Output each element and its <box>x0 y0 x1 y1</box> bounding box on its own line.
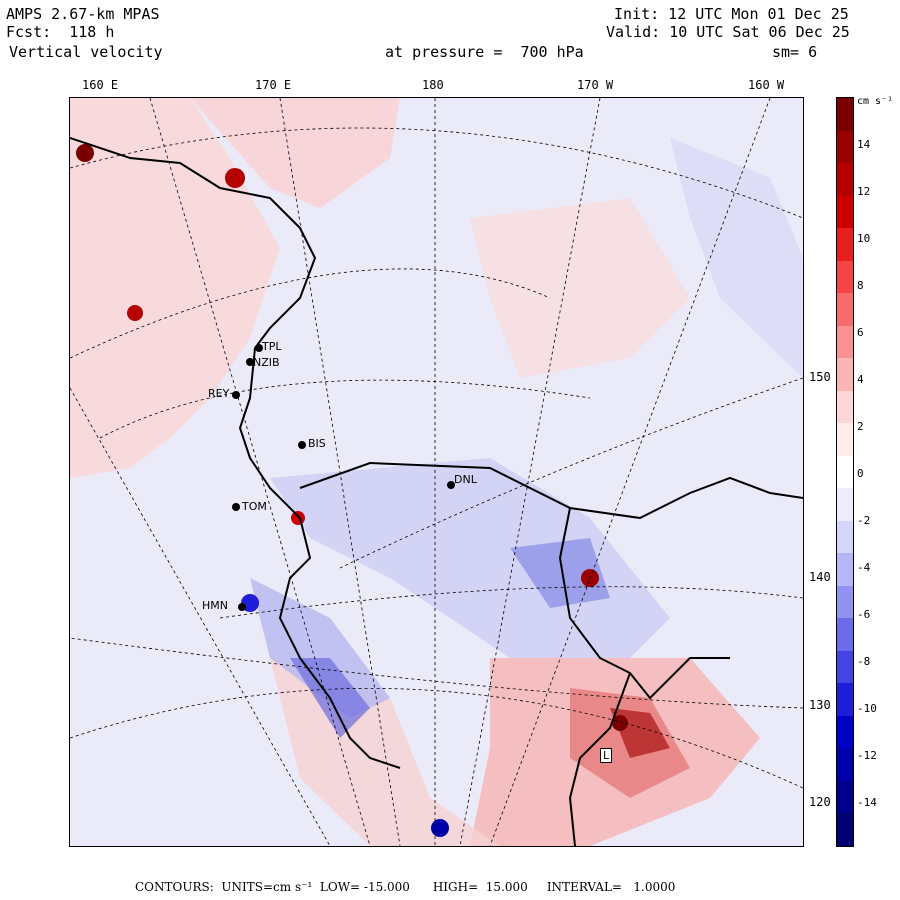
station-marker <box>246 358 254 366</box>
colorbar-band <box>837 650 853 684</box>
colorbar-tick-label: -6 <box>857 608 871 621</box>
colorbar-band <box>837 98 853 132</box>
colorbar-band <box>837 455 853 489</box>
colorbar-band <box>837 488 853 522</box>
colorbar-band <box>837 553 853 587</box>
station-label: HMN <box>202 599 228 612</box>
station-marker <box>232 503 240 511</box>
map-canvas <box>70 98 803 846</box>
station-marker <box>447 481 455 489</box>
colorbar-band <box>837 195 853 229</box>
lat-label: 130 <box>808 698 832 712</box>
station-marker <box>238 603 246 611</box>
colorbar-tick-label: -4 <box>857 561 871 574</box>
colorbar-band <box>837 260 853 294</box>
colorbar-band <box>837 325 853 359</box>
colorbar-tick-label: 0 <box>857 467 864 480</box>
station-marker <box>255 344 263 352</box>
station-label: TOM <box>242 500 267 513</box>
station-label: DNL <box>454 473 477 486</box>
colorbar-tick-label: -10 <box>857 702 877 715</box>
colorbar-tick-label: 12 <box>857 185 871 198</box>
smoothing-value: sm= 6 <box>772 43 818 61</box>
forecast-hour: Fcst: 118 h <box>6 23 115 41</box>
colorbar-band <box>837 520 853 554</box>
valid-time: Valid: 10 UTC Sat 06 Dec 25 <box>606 23 850 41</box>
colorbar-tick-label: -14 <box>857 796 877 809</box>
colorbar-band <box>837 390 853 424</box>
vertical-velocity-map: TPL NZIB REY BIS TOM DNL HMN L <box>69 97 804 847</box>
colorbar-band <box>837 163 853 197</box>
lon-label: 160 W <box>748 78 785 92</box>
station-label: NZIB <box>253 356 280 369</box>
colorbar-tick-label: 8 <box>857 279 864 292</box>
colorbar-band <box>837 748 853 782</box>
colorbar-band <box>837 585 853 619</box>
station-label: TPL <box>262 340 282 353</box>
init-time: Init: 12 UTC Mon 01 Dec 25 <box>614 5 849 23</box>
colorbar-tick-label: -12 <box>857 749 877 762</box>
station-marker <box>232 391 240 399</box>
colorbar-tick-label: 2 <box>857 420 864 433</box>
colorbar-unit: cm s⁻¹ <box>857 96 894 107</box>
colorbar-band <box>837 358 853 392</box>
colorbar-tick-label: 10 <box>857 232 871 245</box>
colorbar-tick-label: 6 <box>857 326 864 339</box>
colorbar-band <box>837 228 853 262</box>
colorbar-tick-label: -2 <box>857 514 871 527</box>
colorbar-band <box>837 293 853 327</box>
lon-label: 160 E <box>82 78 119 92</box>
colorbar <box>836 97 854 847</box>
colorbar-band <box>837 130 853 164</box>
station-marker <box>298 441 306 449</box>
lon-label: 170 E <box>255 78 292 92</box>
colorbar-band <box>837 780 853 814</box>
colorbar-band <box>837 813 853 847</box>
colorbar-band <box>837 715 853 749</box>
lon-label: 170 W <box>577 78 614 92</box>
colorbar-band <box>837 423 853 457</box>
colorbar-tick-label: 4 <box>857 373 864 386</box>
contour-info: CONTOURS: UNITS=cm s⁻¹ LOW= -15.000 HIGH… <box>135 880 676 894</box>
pressure-level: at pressure = 700 hPa <box>385 43 584 61</box>
station-label: REY <box>208 387 230 400</box>
colorbar-tick-label: 14 <box>857 138 871 151</box>
field-name: Vertical velocity <box>9 43 163 61</box>
lon-label: 180 <box>422 78 444 92</box>
model-title: AMPS 2.67-km MPAS <box>6 5 160 23</box>
colorbar-band <box>837 618 853 652</box>
colorbar-band <box>837 683 853 717</box>
station-label: L <box>600 748 613 763</box>
colorbar-tick-label: -8 <box>857 655 871 668</box>
station-label: BIS <box>308 437 326 450</box>
